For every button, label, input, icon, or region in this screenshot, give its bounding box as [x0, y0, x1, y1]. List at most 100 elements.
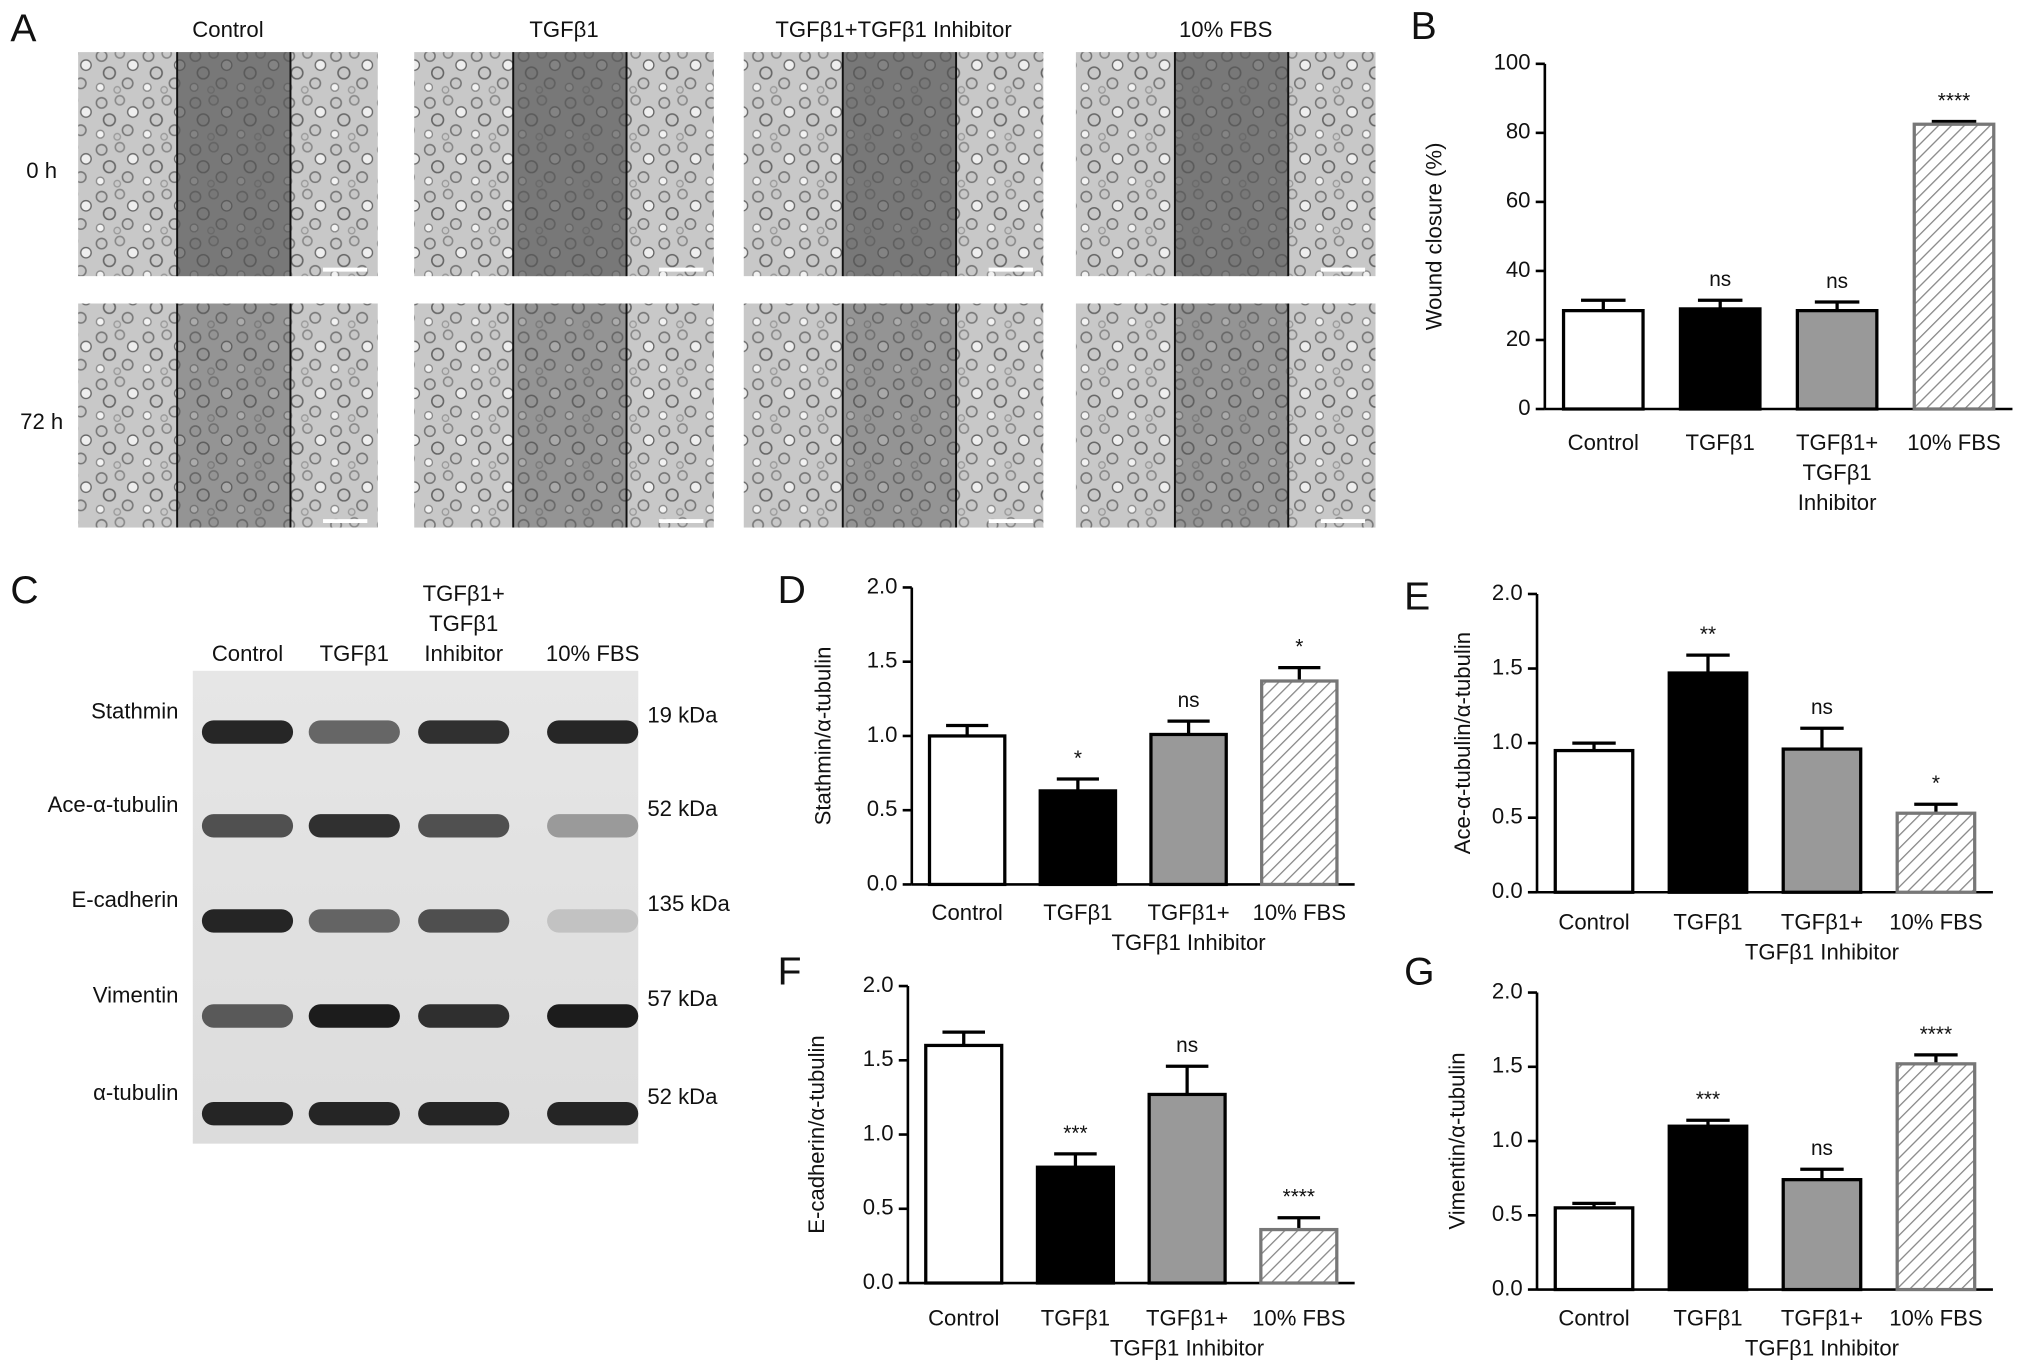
y-tick-label: 0.5 [1492, 1201, 1523, 1226]
category-label: TGFβ1 [429, 611, 498, 636]
y-tick-label: 2.0 [1492, 580, 1523, 605]
protein-label: Stathmin [91, 698, 178, 723]
y-tick-label: 1.0 [1492, 729, 1523, 754]
band [547, 909, 639, 933]
y-tick-label: 0.0 [1492, 1275, 1523, 1300]
y-tick-label: 2.0 [1492, 978, 1523, 1003]
y-tick-label: 0.0 [867, 870, 898, 895]
significance-label: ns [1826, 270, 1848, 293]
category-label: Control [928, 1305, 999, 1330]
band [201, 1004, 294, 1028]
band [418, 909, 510, 933]
size-label: 52 kDa [647, 1084, 718, 1109]
category-label: TGFβ1 [1686, 430, 1755, 455]
bar [1895, 1062, 1977, 1292]
band [418, 814, 510, 838]
column-label: TGFβ1+TGFβ1 Inhibitor [775, 17, 1011, 42]
micrograph [743, 303, 1044, 528]
band [308, 909, 400, 933]
category-label: Inhibitor [1798, 490, 1877, 515]
band [308, 720, 400, 744]
bar [1667, 671, 1749, 894]
category-label: 10% FBS [1253, 900, 1346, 925]
category-label: TGFβ1+ [1781, 1305, 1863, 1330]
wound-gap [1174, 303, 1289, 528]
category-label: TGFβ1+ [423, 581, 505, 606]
bar [924, 1043, 1004, 1285]
band [201, 720, 294, 744]
y-tick-label: 1.0 [867, 722, 898, 747]
significance-label: ** [1700, 623, 1716, 646]
micrograph [414, 303, 714, 528]
y-tick-label: 2.0 [863, 972, 894, 997]
y-tick-label: 1.5 [1492, 654, 1523, 679]
y-tick-label: 1.0 [1492, 1127, 1523, 1152]
panel-letter: B [1411, 5, 1437, 48]
band [547, 1101, 639, 1126]
bar [1895, 811, 1977, 894]
y-tick-label: 80 [1506, 119, 1531, 144]
panel-letter: A [10, 8, 36, 51]
y-tick-label: 60 [1506, 188, 1531, 213]
band [201, 814, 294, 838]
wound-gap [177, 303, 291, 528]
y-tick-label: 0.5 [1492, 804, 1523, 829]
category-label: Control [1558, 1305, 1629, 1330]
band [418, 1101, 510, 1126]
wound-gap [177, 52, 291, 277]
y-tick-label: 40 [1506, 257, 1531, 282]
band [418, 1004, 510, 1028]
category-label: 10% FBS [1252, 1305, 1345, 1330]
band [418, 720, 510, 744]
blot [192, 670, 639, 1144]
size-label: 135 kDa [647, 891, 730, 916]
significance-label: ns [1176, 1034, 1198, 1057]
y-tick-label: 100 [1494, 50, 1531, 75]
category-label: Control [1558, 909, 1629, 934]
category-label: Control [1568, 430, 1639, 455]
wound-gap [842, 303, 957, 528]
significance-label: * [1295, 636, 1303, 659]
y-tick-label: 1.5 [1492, 1053, 1523, 1078]
bar [1259, 1227, 1339, 1285]
significance-label: ns [1178, 689, 1200, 712]
band [201, 1101, 294, 1126]
band [547, 720, 639, 744]
protein-label: Vimentin [93, 982, 179, 1007]
bar [1912, 122, 1996, 411]
row-label: 0 h [26, 158, 57, 183]
category-label: Control [931, 900, 1002, 925]
significance-label: **** [1938, 89, 1970, 112]
y-tick-label: 1.0 [863, 1120, 894, 1145]
y-tick-label: 2.0 [867, 573, 898, 598]
category-label: 10% FBS [1889, 1305, 1982, 1330]
y-tick-label: 0 [1518, 395, 1530, 420]
category-label: TGFβ1+ [1147, 900, 1229, 925]
band [547, 814, 639, 838]
significance-label: ns [1811, 696, 1833, 719]
significance-label: *** [1696, 1088, 1720, 1111]
category-label: Inhibitor [424, 641, 503, 666]
bar [1678, 307, 1762, 411]
bar [1667, 1124, 1749, 1292]
y-tick-label: 20 [1506, 326, 1531, 351]
y-tick-label: 0.5 [863, 1195, 894, 1220]
category-label: TGFβ1 Inhibitor [1112, 930, 1266, 955]
category-label: TGFβ1 [1043, 900, 1112, 925]
y-tick-label: 0.0 [1492, 878, 1523, 903]
bar [927, 734, 1007, 887]
significance-label: * [1932, 772, 1940, 795]
column-label: TGFβ1 [529, 17, 598, 42]
wound-gap [842, 52, 957, 277]
y-axis-title: Vimentin/α-tubulin [1445, 1052, 1470, 1229]
category-label: TGFβ1 Inhibitor [1745, 939, 1899, 964]
y-tick-label: 1.5 [863, 1046, 894, 1071]
row-label: 72 h [20, 409, 63, 434]
category-label: TGFβ1+ [1146, 1305, 1228, 1330]
column-label: Control [192, 17, 263, 42]
significance-label: **** [1283, 1186, 1315, 1209]
y-axis-title: Wound closure (%) [1421, 143, 1446, 331]
bar [1147, 1092, 1227, 1285]
bar [1038, 789, 1118, 887]
band [308, 1004, 400, 1028]
